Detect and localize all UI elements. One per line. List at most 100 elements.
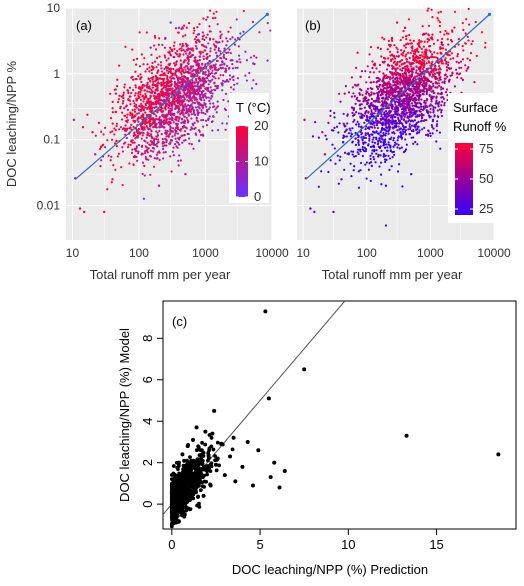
data-point	[416, 47, 419, 50]
data-point	[205, 472, 209, 477]
data-point	[191, 88, 194, 91]
data-point	[419, 108, 423, 111]
data-point	[91, 131, 94, 134]
data-point	[163, 46, 167, 49]
data-point	[204, 80, 208, 84]
data-point	[149, 133, 153, 136]
data-point	[207, 96, 210, 99]
data-point	[388, 128, 391, 131]
data-point	[184, 138, 187, 142]
data-point	[384, 124, 387, 127]
data-point	[149, 128, 152, 131]
data-point	[181, 473, 186, 478]
data-point	[150, 72, 154, 75]
data-point	[183, 464, 188, 468]
data-point	[168, 62, 172, 65]
data-point	[236, 60, 239, 63]
data-point	[129, 113, 132, 117]
data-point	[212, 105, 216, 108]
data-point	[462, 28, 465, 31]
data-point	[357, 186, 361, 189]
data-point	[420, 112, 423, 116]
data-point	[367, 111, 370, 114]
data-point	[164, 36, 167, 40]
data-point	[171, 471, 176, 476]
data-point	[204, 479, 209, 484]
data-point	[163, 72, 166, 75]
data-point	[371, 149, 374, 152]
data-point	[389, 149, 392, 153]
data-point	[398, 113, 401, 116]
data-point	[205, 105, 208, 108]
data-point	[408, 132, 411, 136]
data-point	[365, 161, 369, 164]
data-point	[160, 70, 164, 73]
data-point	[133, 105, 136, 108]
data-point	[191, 85, 194, 88]
data-point	[173, 85, 177, 88]
data-point	[136, 118, 139, 122]
data-point	[118, 94, 121, 97]
data-point	[401, 67, 404, 70]
data-point	[373, 131, 376, 134]
data-point	[399, 74, 402, 77]
data-point	[103, 146, 107, 149]
data-point	[112, 164, 115, 167]
data-point	[346, 122, 349, 125]
data-point	[375, 137, 378, 141]
data-point	[350, 150, 353, 153]
data-point	[198, 107, 201, 110]
data-point	[459, 66, 463, 69]
data-point	[219, 442, 224, 447]
data-point	[389, 126, 392, 129]
data-point	[157, 43, 160, 46]
data-point	[186, 121, 190, 124]
data-point	[135, 106, 139, 109]
data-point	[263, 309, 268, 314]
data-point	[377, 145, 380, 148]
data-point	[178, 117, 181, 120]
data-point	[153, 137, 156, 140]
data-point	[149, 139, 152, 143]
data-point	[215, 456, 220, 461]
data-point	[398, 119, 402, 122]
data-point	[99, 164, 102, 168]
data-point	[209, 435, 214, 440]
data-point	[173, 134, 176, 137]
data-point	[199, 96, 202, 99]
data-point	[177, 474, 181, 479]
data-point	[391, 94, 395, 98]
panel-b-legend-title-line2: Runoff %	[453, 119, 507, 134]
data-point	[177, 164, 180, 167]
data-point	[193, 462, 198, 467]
data-point	[436, 82, 439, 85]
data-point	[302, 367, 307, 372]
data-point	[196, 25, 199, 29]
data-point	[169, 485, 174, 490]
data-point	[398, 103, 401, 106]
data-point	[357, 152, 360, 156]
data-point	[392, 89, 395, 92]
data-point	[140, 104, 143, 108]
data-point	[360, 136, 363, 139]
data-point	[174, 131, 177, 134]
data-point	[468, 23, 471, 26]
data-point	[229, 86, 233, 89]
data-point	[413, 119, 417, 122]
data-point	[185, 105, 188, 108]
data-point	[401, 103, 404, 106]
data-point	[122, 127, 125, 130]
data-point	[121, 94, 124, 98]
data-point	[124, 124, 127, 127]
data-point	[124, 105, 127, 108]
data-point	[152, 165, 156, 168]
data-point	[197, 103, 201, 106]
data-point	[197, 483, 201, 488]
data-point	[189, 466, 194, 471]
data-point	[184, 172, 187, 176]
data-point	[410, 172, 413, 176]
data-point	[153, 60, 157, 63]
data-point	[437, 103, 440, 107]
data-point	[437, 11, 440, 14]
